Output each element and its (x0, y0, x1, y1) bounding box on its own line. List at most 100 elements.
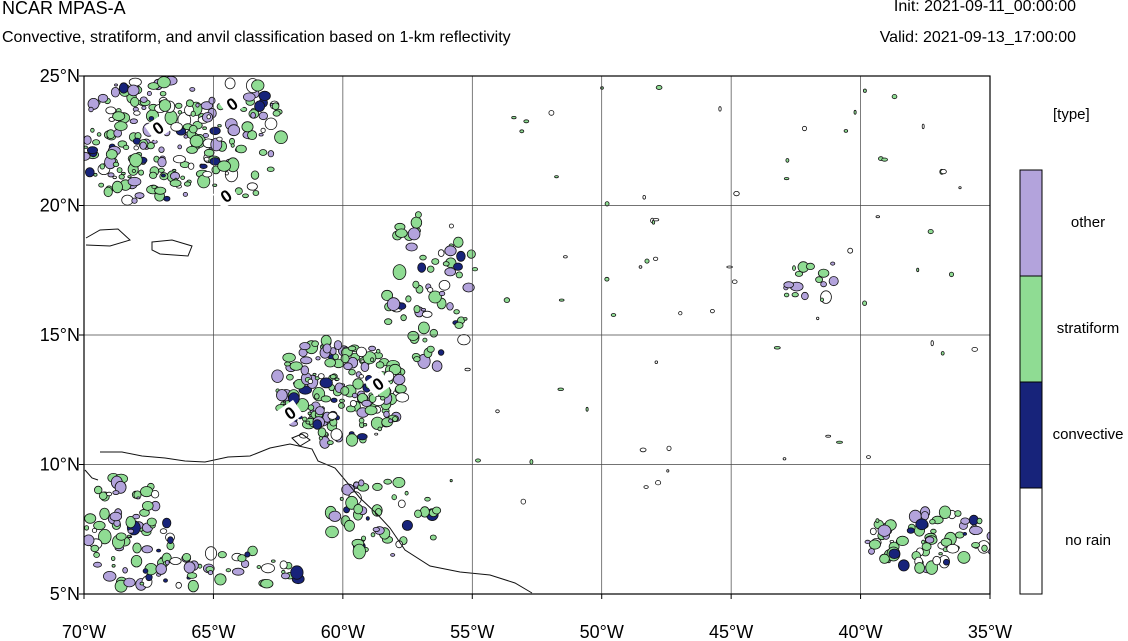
precip-cell (165, 559, 170, 566)
precip-cell (114, 480, 127, 494)
coastline-puerto-rico (151, 239, 193, 257)
precip-cell (112, 111, 126, 122)
precip-cell (185, 99, 194, 107)
precip-cell (548, 110, 555, 116)
precip-cell (981, 544, 988, 552)
precip-cell (444, 245, 457, 257)
precip-cell (495, 409, 500, 414)
precip-cell (270, 559, 276, 563)
precip-cell (971, 346, 978, 352)
precip-cell (99, 507, 110, 520)
precip-cell (940, 169, 947, 175)
precip-cell (251, 79, 265, 92)
precip-cell (345, 433, 359, 447)
precip-cell (114, 121, 128, 131)
precip-cell (420, 308, 426, 312)
precip-cell (726, 265, 733, 269)
precip-cell (84, 145, 88, 149)
precip-cell (388, 418, 393, 424)
precip-cell (554, 175, 559, 179)
precip-cell (127, 175, 132, 179)
precip-cell (340, 386, 350, 396)
precip-cell (131, 168, 136, 173)
precip-cell (217, 124, 222, 128)
precip-cell (282, 352, 296, 363)
precip-cell (258, 149, 268, 156)
precip-cell (151, 184, 157, 189)
precip-cell (914, 562, 925, 574)
precip-cell (177, 110, 183, 115)
precip-cell (106, 491, 113, 497)
precip-cell (169, 557, 182, 565)
precip-cell (429, 534, 437, 541)
precip-cell (183, 181, 192, 187)
precip-cell (112, 175, 117, 180)
precip-cell (356, 346, 367, 358)
precip-cell (204, 546, 217, 561)
precip-cell (969, 525, 983, 536)
precip-cell (301, 416, 308, 422)
precip-cell (417, 262, 427, 273)
precip-cell (938, 505, 952, 520)
precip-cell (437, 349, 445, 356)
contour-label-bg (276, 399, 304, 427)
precip-cell (180, 175, 186, 180)
precip-cell (957, 551, 971, 564)
precip-cell (424, 496, 431, 502)
precip-cell (155, 563, 167, 575)
precip-cell (958, 186, 962, 190)
precip-cell (384, 318, 393, 325)
precip-cell (644, 258, 650, 264)
precip-cell (791, 292, 799, 298)
precip-cell (921, 123, 925, 130)
precip-cell (235, 144, 247, 154)
precip-cell (344, 519, 355, 532)
precip-cell (464, 367, 471, 372)
precip-cell (792, 265, 796, 271)
lat-tick-label: 10°N (40, 455, 80, 475)
precip-cell (414, 509, 422, 518)
precip-cell (146, 517, 157, 527)
precip-cell (157, 167, 165, 173)
precip-cell (149, 171, 158, 179)
precip-cell (279, 560, 288, 570)
lon-tick-label: 55°W (450, 622, 494, 641)
precip-cell (347, 345, 357, 352)
precip-cell (158, 146, 165, 153)
precip-cell (334, 377, 340, 381)
precip-cell (718, 106, 722, 112)
precip-cell (330, 397, 338, 403)
coastline-hispaniola (85, 228, 131, 247)
precip-cell (313, 393, 320, 400)
precip-cell (330, 428, 343, 441)
precip-cell (258, 111, 269, 121)
precip-cell (946, 543, 960, 554)
precip-cell (258, 90, 271, 102)
precip-cell (183, 561, 196, 574)
precip-cell (652, 218, 660, 222)
precip-cell (383, 410, 390, 418)
precip-cell (203, 148, 215, 157)
precip-cell (318, 436, 323, 441)
precip-cell (90, 544, 100, 553)
precip-cell (109, 511, 123, 522)
precip-cell (125, 515, 136, 529)
precip-cell (655, 480, 662, 486)
coastline (84, 228, 533, 594)
precip-cell (163, 578, 168, 583)
legend-swatch-no-rain (1019, 487, 1043, 595)
precip-cell (345, 405, 356, 413)
precip-cell (817, 268, 830, 278)
precip-cell (112, 490, 120, 496)
precip-cell (329, 374, 337, 380)
precip-cell (326, 440, 334, 446)
precip-cell (375, 361, 385, 369)
precip-cell (129, 118, 138, 124)
precip-cell (307, 404, 315, 411)
precip-cell (906, 527, 915, 534)
precip-cell (102, 570, 117, 582)
precip-cell (202, 126, 207, 130)
precip-cell (141, 545, 153, 554)
precip-cell (105, 149, 118, 160)
